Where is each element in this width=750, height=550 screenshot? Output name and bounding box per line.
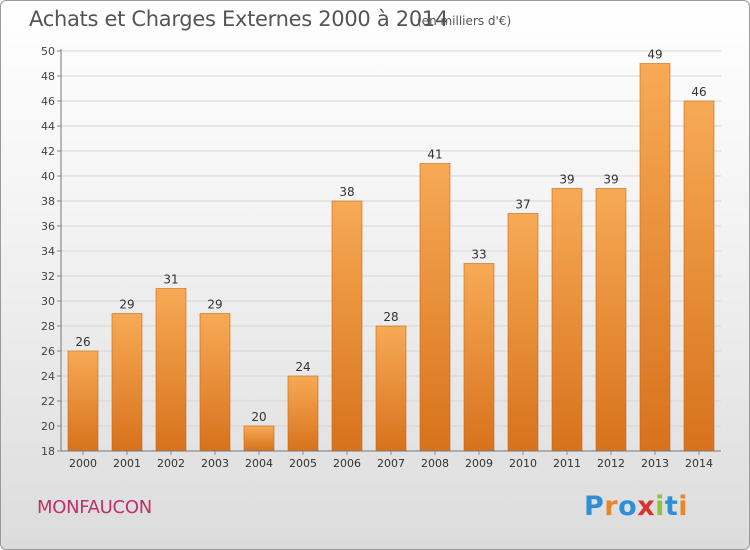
bar — [111, 313, 143, 452]
chart-subtitle: (en milliers d'€) — [417, 14, 512, 28]
x-axis-ticks: 2000 2001 2002 2003 2004 2005 2006 2007 2008 2009… — [69, 451, 713, 470]
bar — [419, 163, 451, 452]
data-labels: 26 29 31 29 20 24 38 28 41 33 37 39 39 49 46 — [75, 48, 706, 425]
bar — [639, 63, 671, 452]
y-tick-label: 22 — [41, 395, 55, 408]
y-tick-label: 24 — [41, 370, 55, 383]
bar — [463, 263, 495, 452]
y-tick-label: 42 — [41, 145, 55, 158]
bar — [683, 100, 715, 452]
data-label: 31 — [163, 273, 178, 287]
y-tick-label: 32 — [41, 270, 55, 283]
data-label: 39 — [559, 173, 574, 187]
logo-letter: o — [618, 491, 638, 522]
x-tick-label: 2008 — [421, 457, 449, 470]
data-label: 37 — [515, 198, 530, 212]
x-tick-label: 2004 — [245, 457, 273, 470]
bar — [287, 375, 319, 452]
data-label: 38 — [339, 185, 354, 199]
bar — [551, 188, 583, 452]
bar — [331, 200, 363, 452]
axes — [60, 49, 721, 452]
data-label: 41 — [427, 148, 442, 162]
bar — [243, 425, 275, 452]
logo-letter: r — [604, 491, 619, 522]
y-tick-label: 40 — [41, 170, 55, 183]
y-tick-label: 30 — [41, 295, 55, 308]
y-tick-label: 36 — [41, 220, 55, 233]
x-tick-label: 2006 — [333, 457, 361, 470]
x-tick-label: 2013 — [641, 457, 669, 470]
logo-letter: i — [678, 491, 689, 522]
y-tick-label: 18 — [41, 445, 55, 458]
data-label: 46 — [691, 85, 706, 99]
x-tick-label: 2007 — [377, 457, 405, 470]
y-tick-label: 28 — [41, 320, 55, 333]
y-tick-label: 50 — [41, 45, 55, 58]
x-tick-label: 2000 — [69, 457, 97, 470]
x-tick-label: 2002 — [157, 457, 185, 470]
x-tick-label: 2009 — [465, 457, 493, 470]
data-label: 26 — [75, 335, 90, 349]
x-tick-label: 2005 — [289, 457, 317, 470]
logo-letter: P — [584, 491, 605, 522]
data-label: 20 — [251, 410, 266, 424]
y-tick-label: 46 — [41, 95, 55, 108]
data-label: 39 — [603, 173, 618, 187]
commune-name: MONFAUCON — [37, 497, 152, 518]
bar — [375, 325, 407, 452]
y-axis-ticks: 18 20 22 24 26 28 30 32 34 36 38 40 42 44 46 48 50 — [41, 45, 61, 458]
data-label: 29 — [207, 298, 222, 312]
x-tick-label: 2003 — [201, 457, 229, 470]
chart-title: Achats et Charges Externes 2000 à 2014 — [29, 7, 449, 31]
y-tick-label: 48 — [41, 70, 55, 83]
x-tick-label: 2010 — [509, 457, 537, 470]
x-tick-label: 2011 — [553, 457, 581, 470]
y-tick-label: 34 — [41, 245, 55, 258]
bar — [155, 288, 187, 452]
logo-letter: t — [664, 491, 679, 522]
y-tick-label: 44 — [41, 120, 55, 133]
x-tick-label: 2001 — [113, 457, 141, 470]
bar — [507, 213, 539, 452]
data-label: 24 — [295, 360, 310, 374]
y-tick-label: 26 — [41, 345, 55, 358]
data-label: 49 — [647, 48, 662, 62]
y-tick-label: 38 — [41, 195, 55, 208]
data-label: 33 — [471, 248, 486, 262]
proxiti-logo: Proxiti — [584, 491, 688, 522]
x-tick-label: 2012 — [597, 457, 625, 470]
data-label: 29 — [119, 298, 134, 312]
bar — [67, 350, 99, 452]
y-tick-label: 20 — [41, 420, 55, 433]
x-tick-label: 2014 — [685, 457, 713, 470]
data-label: 28 — [383, 310, 398, 324]
bars — [67, 63, 715, 452]
logo-letter: x — [637, 491, 656, 522]
bar — [595, 188, 627, 452]
bar — [199, 313, 231, 452]
logo-letter: i — [655, 491, 665, 522]
